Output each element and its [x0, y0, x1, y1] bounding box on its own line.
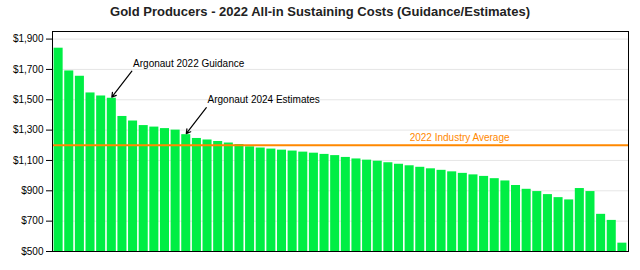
- svg-text:$1,700: $1,700: [13, 64, 44, 75]
- svg-text:Argonaut 2022 Guidance: Argonaut 2022 Guidance: [133, 58, 245, 69]
- svg-text:2022 Industry Average: 2022 Industry Average: [410, 132, 510, 143]
- svg-text:Argonaut 2024 Estimates: Argonaut 2024 Estimates: [208, 94, 320, 105]
- html-text:Gold Producers - 2022 All-in S: Gold Producers - 2022 All-in Sustaining …: [110, 4, 530, 19]
- svg-text:$1,100: $1,100: [13, 155, 44, 166]
- svg-text:$900: $900: [21, 185, 44, 196]
- svg-text:$1,500: $1,500: [13, 94, 44, 105]
- svg-text:$500: $500: [21, 246, 44, 257]
- svg-text:$1,900: $1,900: [13, 33, 44, 44]
- svg-text:$1,300: $1,300: [13, 124, 44, 135]
- svg-text:$700: $700: [21, 215, 44, 226]
